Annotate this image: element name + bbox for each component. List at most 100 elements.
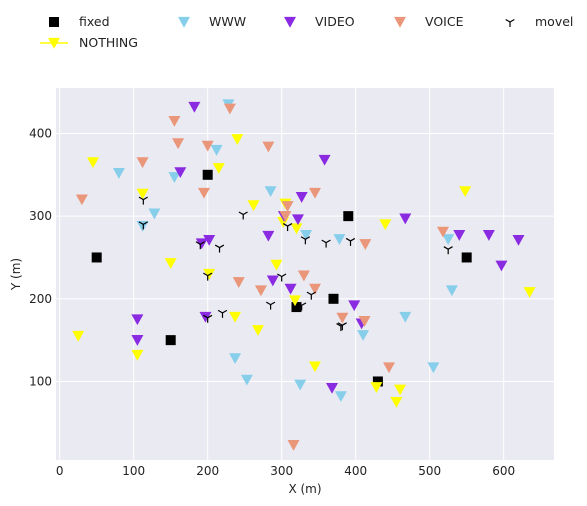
tri-down-stroke: [143, 221, 148, 225]
point-movel: [336, 323, 346, 332]
tri-down-stroke: [138, 221, 144, 225]
point-fixed: [372, 376, 383, 387]
y-axis-label: Y (m): [9, 258, 23, 291]
point-voice: [308, 187, 321, 199]
series-movel: [138, 196, 453, 332]
point-nothing: [131, 349, 144, 361]
point-www: [229, 353, 242, 365]
point-video: [512, 235, 525, 246]
point-movel: [297, 302, 307, 311]
point-fixed: [91, 252, 102, 263]
point-www: [112, 168, 125, 179]
point-movel: [443, 246, 453, 255]
point-nothing: [289, 295, 302, 307]
tri-down-stroke: [336, 323, 342, 327]
y-tick-label: 200: [29, 292, 52, 306]
tri-down-stroke: [242, 211, 248, 216]
point-voice: [262, 141, 275, 153]
tri-down-stroke: [337, 322, 343, 326]
x-tick-label: 100: [122, 464, 145, 478]
tri-down-stroke: [217, 309, 223, 314]
tri-down-stroke: [219, 244, 225, 249]
tri-down-stroke: [328, 294, 334, 298]
point-nothing: [86, 157, 99, 169]
point-www: [300, 230, 313, 241]
tri-down-stroke: [443, 246, 449, 250]
point-video: [131, 335, 144, 346]
point-www: [442, 234, 455, 245]
tri-down-stroke: [505, 18, 511, 23]
point-movel: [300, 236, 311, 245]
point-nothing: [308, 361, 321, 373]
point-nothing: [212, 163, 225, 174]
point-nothing: [247, 200, 260, 212]
tri-down-stroke: [238, 211, 244, 216]
tri-down-stroke: [301, 302, 307, 306]
tri-down-stroke: [138, 196, 144, 201]
y-tick-label: 300: [29, 209, 52, 223]
point-nothing: [164, 258, 177, 269]
tri-down-stroke: [203, 314, 208, 319]
point-voice: [308, 283, 321, 295]
point-nothing: [523, 287, 536, 298]
legend-marker-voice: [394, 16, 406, 28]
point-nothing: [379, 219, 392, 231]
tri-down-stroke: [270, 301, 276, 306]
point-movel: [195, 241, 205, 250]
point-voice: [201, 140, 214, 152]
tri-down-stroke: [321, 239, 327, 244]
x-tick-label: 600: [492, 464, 515, 478]
legend-label-voice: VOICE: [425, 14, 464, 29]
point-movel: [217, 309, 228, 318]
point-www: [334, 391, 347, 403]
point-www: [264, 186, 277, 198]
tri-down-stroke: [281, 273, 287, 278]
point-fixed: [291, 302, 302, 313]
point-voice: [168, 115, 181, 127]
legend-entry-movel: movel: [505, 14, 573, 29]
point-voice: [336, 312, 349, 324]
legend: fixed WWW VIDEO VOICE movel NOTHING: [40, 14, 573, 50]
point-video: [295, 192, 308, 203]
point-www: [445, 285, 458, 297]
point-voice: [279, 211, 292, 222]
y-tick-label: 400: [29, 126, 52, 140]
tri-down-stroke: [195, 241, 201, 245]
point-movel: [138, 196, 148, 205]
legend-entry-fixed: fixed: [49, 14, 110, 29]
point-www: [294, 379, 307, 391]
tri-down-stroke: [265, 301, 271, 306]
legend-label-video: VIDEO: [315, 14, 355, 29]
point-video: [495, 260, 508, 272]
tri-down-stroke: [509, 18, 515, 23]
legend-entry-video: VIDEO: [284, 14, 355, 29]
point-fixed: [461, 252, 472, 263]
point-www: [399, 311, 412, 323]
x-tick-label: 400: [344, 464, 367, 478]
point-movel: [282, 223, 293, 232]
point-video: [326, 382, 339, 394]
point-video: [262, 230, 275, 242]
point-voice: [437, 226, 450, 238]
point-video: [318, 154, 331, 166]
point-voice: [359, 239, 372, 250]
point-www: [210, 144, 223, 156]
x-axis-label: X (m): [288, 482, 321, 496]
legend-marker-fixed: [49, 17, 59, 27]
point-movel: [328, 294, 339, 303]
tri-down-stroke: [199, 241, 205, 245]
point-video: [266, 275, 279, 287]
point-movel: [138, 221, 148, 230]
tri-down-stroke: [333, 294, 339, 298]
point-voice: [232, 277, 245, 288]
tri-down-stroke: [305, 236, 311, 240]
x-tick-label: 500: [418, 464, 441, 478]
point-video: [284, 283, 297, 295]
series-nothing: [72, 134, 536, 408]
point-video: [188, 101, 201, 113]
point-movel: [203, 272, 213, 281]
legend-marker-www: [178, 16, 190, 28]
point-voice: [287, 440, 300, 451]
tri-down-stroke: [214, 244, 220, 249]
tri-down-stroke: [207, 314, 213, 319]
